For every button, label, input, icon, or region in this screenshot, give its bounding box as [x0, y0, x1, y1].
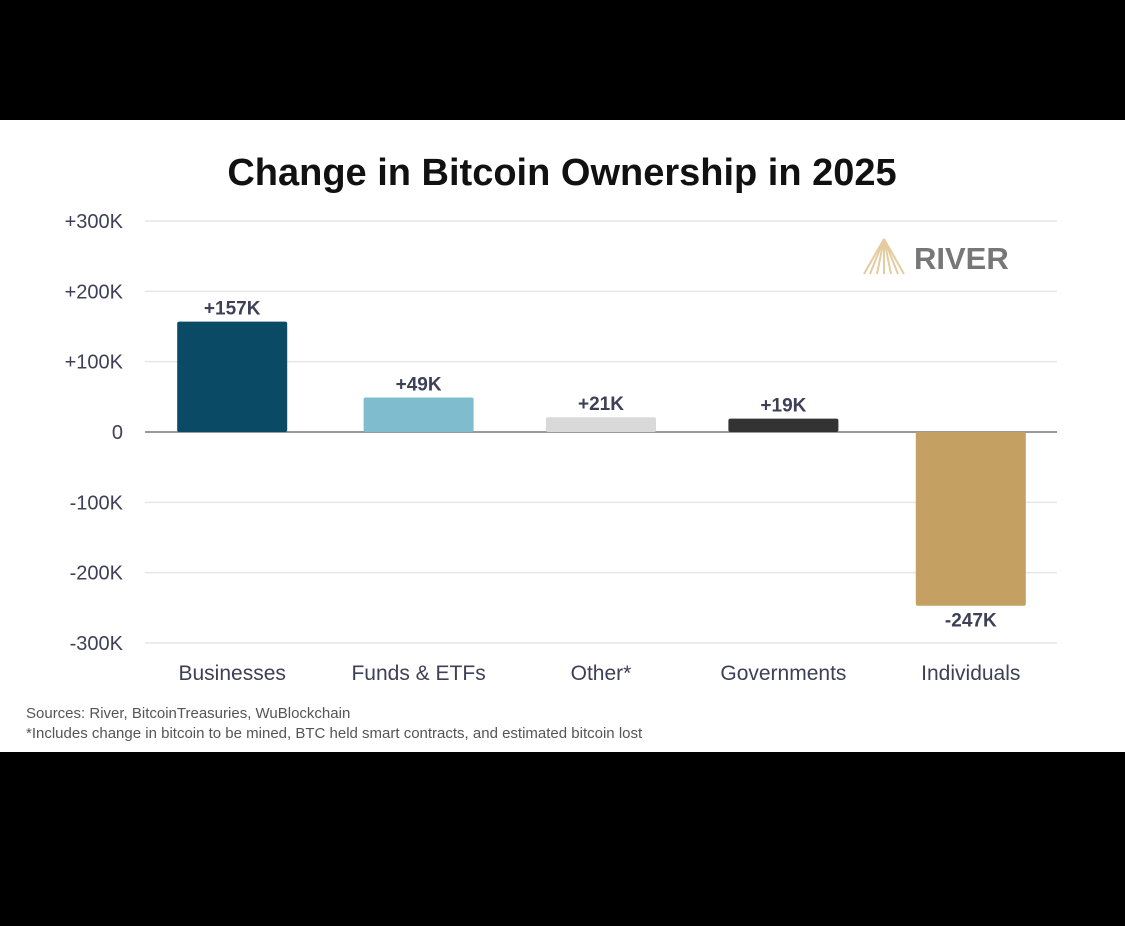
- x-category-label: Funds & ETFs: [351, 662, 485, 685]
- bar-governments: [728, 418, 839, 432]
- y-tick-label: -100K: [70, 492, 124, 514]
- data-label: +49K: [396, 375, 442, 396]
- y-tick-label: 0: [112, 422, 123, 444]
- y-axis-ticks: +300K +200K +100K 0 -100K -200K -300K: [65, 211, 124, 655]
- y-tick-label: -200K: [70, 563, 124, 585]
- y-tick-label: +300K: [65, 211, 124, 233]
- x-category-label: Individuals: [921, 662, 1020, 685]
- river-logo-icon: [863, 238, 905, 275]
- y-tick-label: +200K: [65, 281, 124, 303]
- x-category-label: Businesses: [179, 662, 286, 685]
- bar-funds-etfs: [363, 397, 474, 432]
- bars: +157K +49K +21K +19K -247K: [177, 299, 1026, 632]
- data-label: +157K: [204, 299, 261, 320]
- data-label: -247K: [945, 611, 997, 632]
- footnote: *Includes change in bitcoin to be mined,…: [26, 725, 643, 742]
- x-axis-labels: Businesses Funds & ETFs Other* Governments I…: [179, 662, 1021, 685]
- y-tick-label: +100K: [65, 352, 124, 374]
- sources-note: Sources: River, BitcoinTreasuries, WuBlo…: [26, 705, 350, 722]
- river-logo-text: RIVER: [914, 241, 1009, 276]
- chart-title: Change in Bitcoin Ownership in 2025: [227, 152, 896, 194]
- bar-businesses: [177, 321, 288, 432]
- y-tick-label: -300K: [70, 633, 124, 655]
- bar-other-: [546, 417, 656, 432]
- bar-individuals: [915, 432, 1026, 606]
- data-label: +21K: [578, 394, 624, 415]
- data-label: +19K: [760, 396, 806, 417]
- x-category-label: Other*: [571, 662, 632, 685]
- x-category-label: Governments: [720, 662, 846, 685]
- river-logo: RIVER: [863, 238, 1009, 276]
